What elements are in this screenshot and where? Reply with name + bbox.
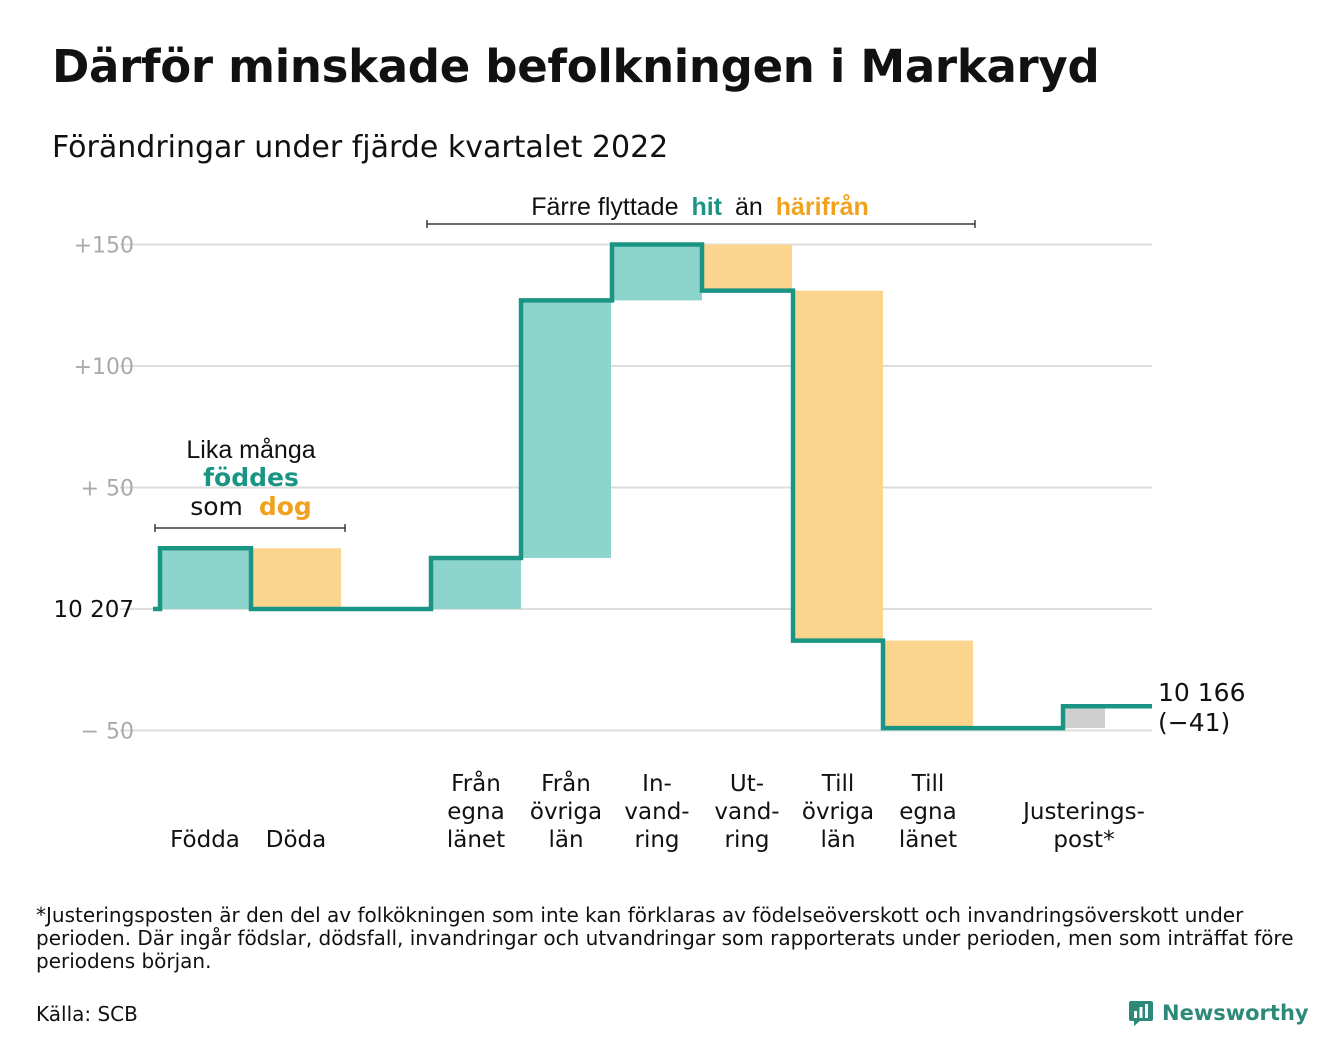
category-label: Från <box>541 769 591 797</box>
category-label: vand- <box>714 799 779 825</box>
category-label: Till <box>911 771 945 797</box>
y-tick-label: +100 <box>74 355 134 380</box>
start-value-label: 10 207 <box>54 597 134 623</box>
annotation-hit-word: hit <box>691 193 722 221</box>
end-change-label: (−41) <box>1158 708 1230 737</box>
newsworthy-icon <box>1129 1001 1153 1026</box>
category-label: län <box>820 827 855 853</box>
annotation-harifran-word: härifrån <box>776 193 869 221</box>
annotation-migration-bracket <box>426 220 976 228</box>
bar-9 <box>1065 706 1105 729</box>
bar-4 <box>521 300 611 558</box>
category-label: ring <box>634 827 679 853</box>
category-label: egna <box>447 799 504 825</box>
category-label: Till <box>821 771 855 797</box>
annotation-births-line1: Lika många <box>186 436 315 464</box>
annotation-an-word: än <box>735 193 763 221</box>
annotation-births-word: föddes <box>203 463 299 492</box>
category-label: län <box>548 827 583 853</box>
annotation-som-dog: som dog <box>190 492 312 521</box>
footnote: *Justeringsposten är den del av folkökni… <box>36 903 1294 973</box>
bar-8 <box>883 640 973 729</box>
bar-3 <box>431 557 521 609</box>
category-label: egna <box>899 799 956 825</box>
page-subtitle: Förändringar under fjärde kvartalet 2022 <box>52 130 669 165</box>
bar-5 <box>612 244 702 301</box>
category-label: Födda <box>170 827 240 853</box>
bar-7 <box>793 290 883 641</box>
category-label: övriga <box>530 799 602 825</box>
category-label: vand- <box>624 799 689 825</box>
bar-6 <box>702 244 792 291</box>
y-tick-label: + 50 <box>81 477 134 502</box>
category-label: post* <box>1053 827 1114 853</box>
category-label: ring <box>724 827 769 853</box>
waterfall-step-line <box>153 242 1152 731</box>
end-value-label: 10 166 <box>1158 678 1245 707</box>
category-label: Döda <box>266 827 326 853</box>
brand-logo: Newsworthy <box>1128 998 1309 1028</box>
category-label: länet <box>899 827 957 853</box>
annotation-migration: Färre flyttade hit än härifrån <box>531 193 869 221</box>
source-label: Källa: SCB <box>36 1002 138 1026</box>
annotation-births-bracket <box>154 524 346 532</box>
category-label: länet <box>447 827 505 853</box>
category-label: Ut- <box>730 771 764 797</box>
y-tick-label: − 50 <box>81 720 134 745</box>
annotation-som-word: som <box>190 492 243 521</box>
category-label: Justerings- <box>1021 799 1145 825</box>
category-label: In- <box>642 771 672 797</box>
annotation-dog-word: dog <box>259 492 312 521</box>
bar-1 <box>160 548 250 609</box>
annotation-migration-prefix: Färre flyttade <box>531 193 678 221</box>
page-title: Därför minskade befolkningen i Markaryd <box>52 40 1100 93</box>
category-label: övriga <box>802 799 874 825</box>
bar-2 <box>251 548 341 609</box>
category-label: Från <box>451 769 501 797</box>
brand-name: Newsworthy <box>1162 1001 1309 1025</box>
y-tick-label: +150 <box>74 234 134 259</box>
